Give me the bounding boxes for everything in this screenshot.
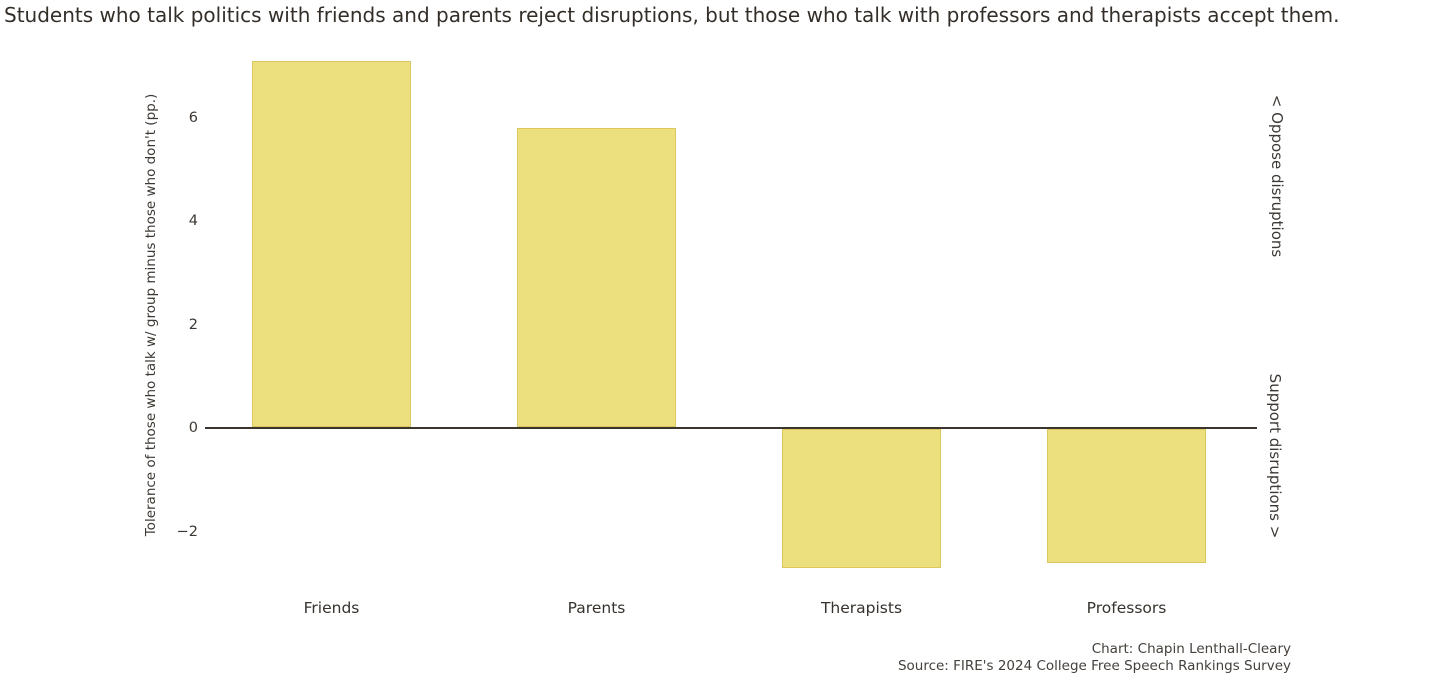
bar-professors (1047, 429, 1206, 563)
credits-source-line: Source: FIRE's 2024 College Free Speech … (897, 658, 1291, 674)
y-tick-label: 4 (188, 213, 198, 230)
credits-chart-line: Chart: Chapin Lenthall-Cleary (1091, 641, 1291, 657)
y-tick-label: 6 (188, 109, 198, 126)
x-category-label: Parents (567, 599, 626, 617)
x-category-label: Therapists (820, 599, 903, 617)
y-tick-label: 0 (188, 420, 198, 437)
chart-title: Students who talk politics with friends … (4, 3, 1340, 27)
zero-axis-line (205, 427, 1257, 429)
y-tick-label: 2 (188, 316, 198, 333)
bar-friends (252, 61, 411, 427)
x-category-label: Professors (1086, 599, 1167, 617)
y-axis-label: Tolerance of those who talk w/ group min… (143, 93, 159, 537)
oppose-disruptions-annotation: < Oppose disruptions (1268, 94, 1286, 258)
bar-parents (517, 128, 676, 427)
x-category-label: Friends (303, 599, 360, 617)
credits: Chart: Chapin Lenthall-Cleary Source: FI… (898, 641, 1291, 675)
y-tick-label: −2 (176, 523, 198, 540)
bar-therapists (782, 429, 941, 568)
support-disruptions-annotation: Support disruptions > (1266, 373, 1284, 539)
